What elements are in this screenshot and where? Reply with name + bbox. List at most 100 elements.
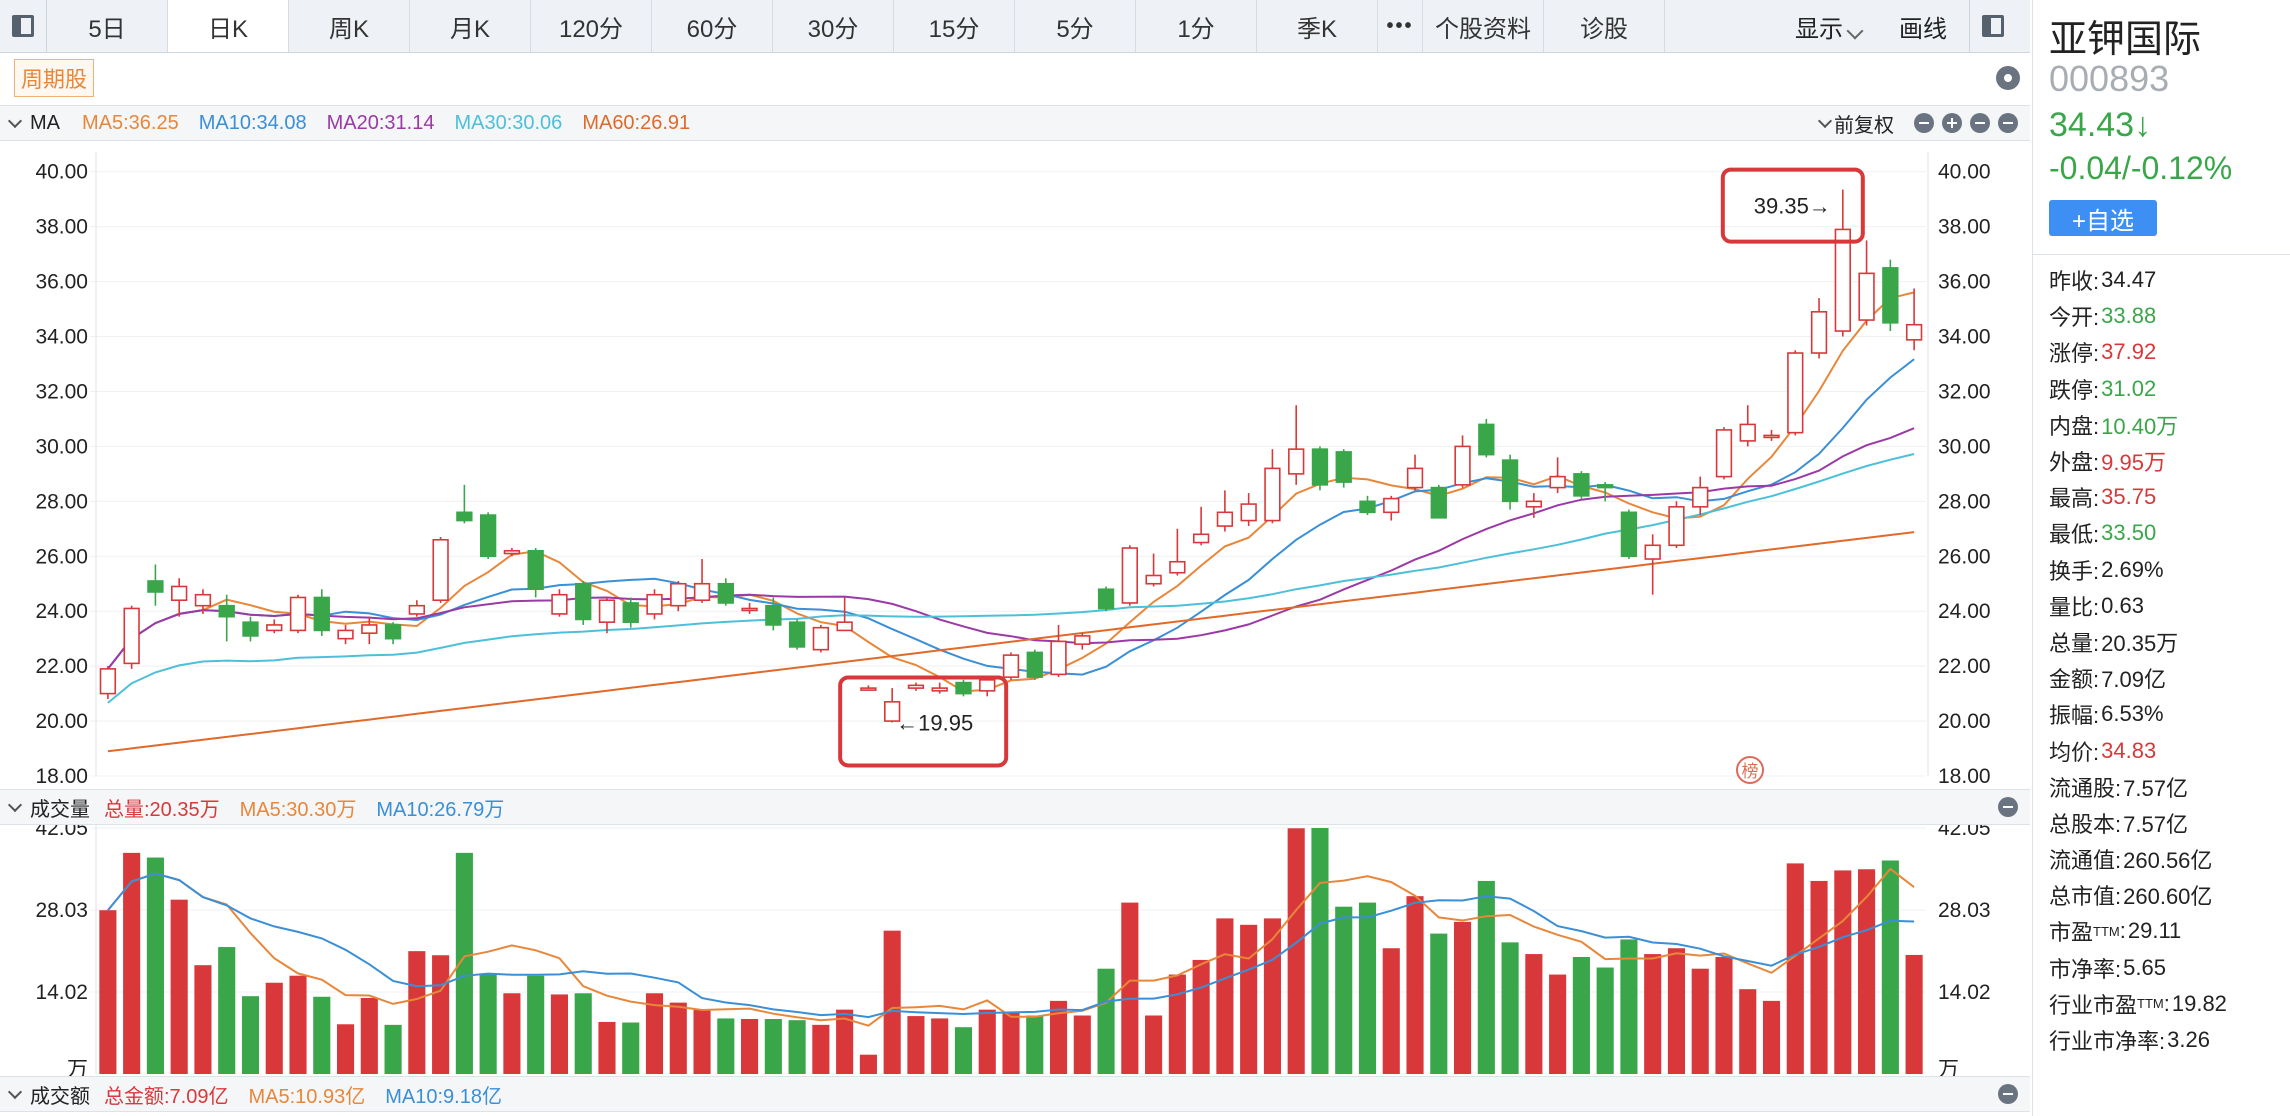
- volume-bar: [1430, 933, 1448, 1074]
- stat-value: 34.47: [2101, 267, 2157, 293]
- tab-15min[interactable]: 15分: [894, 0, 1015, 52]
- tab-quarterly-k[interactable]: 季K: [1257, 0, 1378, 52]
- right-panel-toggle-button[interactable]: [1969, 0, 2016, 52]
- volume-bar: [1454, 921, 1472, 1074]
- candle-body: [1573, 473, 1590, 497]
- price-tick-left: 32.00: [35, 380, 88, 403]
- gear-icon[interactable]: [1998, 113, 2018, 133]
- volume-bar: [1644, 954, 1662, 1074]
- stat-value: 260.60亿: [2123, 884, 2213, 910]
- volume-bar: [1667, 948, 1686, 1074]
- volume-bar: [170, 899, 188, 1074]
- stat-row: 总股本: 7.57亿: [2049, 805, 2285, 841]
- tab-5min[interactable]: 5分: [1015, 0, 1136, 52]
- volume-bar: [1145, 1015, 1163, 1074]
- volume-ma5-legend: MA5:30.30万: [239, 798, 357, 821]
- volume-ma5-line: [107, 867, 1915, 1027]
- candle-body: [788, 621, 806, 648]
- volume-bar: [978, 1009, 996, 1074]
- volume-bar: [741, 1019, 759, 1074]
- diagnose-tab[interactable]: 诊股: [1544, 0, 1665, 52]
- tab-daily-k[interactable]: 日K: [168, 0, 289, 52]
- stat-value: 7.57亿: [2123, 775, 2188, 801]
- candle-body: [693, 582, 711, 602]
- candle-body: [384, 624, 402, 640]
- volume-bar: [1762, 1000, 1781, 1074]
- candle-body: [1050, 640, 1067, 676]
- volume-bar: [384, 1024, 402, 1074]
- volume-bar: [1620, 939, 1638, 1074]
- candle-body: [1121, 547, 1138, 604]
- candle-body: [741, 607, 758, 612]
- chevron-down-icon[interactable]: [7, 113, 23, 129]
- stat-row: 流通股: 7.57亿: [2049, 769, 2285, 805]
- volume-bar: [669, 1002, 687, 1074]
- volume-unit-left: 万: [67, 1058, 88, 1081]
- volume-tick-left: 28.03: [35, 899, 88, 922]
- stat-label: 总股本:: [2049, 811, 2122, 837]
- price-tick-right: 30.00: [1938, 435, 1991, 458]
- volume-ma10-legend: MA10:26.79万: [376, 798, 505, 821]
- stat-label: 涨停:: [2049, 341, 2100, 367]
- zoom-out-icon[interactable]: [1914, 113, 1934, 133]
- tab-1min[interactable]: 1分: [1136, 0, 1257, 52]
- chevron-down-icon[interactable]: [1817, 113, 1833, 129]
- tab-120min[interactable]: 120分: [531, 0, 652, 52]
- stat-label: 总市值:: [2049, 884, 2122, 910]
- tab-30min[interactable]: 30分: [773, 0, 894, 52]
- candle-body: [361, 624, 378, 634]
- chevron-down-icon[interactable]: [7, 797, 23, 813]
- more-tabs-button[interactable]: •••: [1378, 0, 1423, 52]
- draw-line-button[interactable]: 画线: [1899, 15, 1947, 43]
- volume-bar: [241, 996, 260, 1074]
- zoom-in-icon[interactable]: [1942, 113, 1962, 133]
- stat-value: 19.82: [2171, 990, 2227, 1016]
- candle-body: [860, 687, 877, 691]
- price-tick-left: 26.00: [35, 545, 88, 568]
- minus-icon[interactable]: [1970, 113, 1990, 133]
- price-tick-left: 28.00: [35, 490, 88, 513]
- candle-body: [1192, 533, 1210, 544]
- stat-row: 外盘: 9.95万: [2049, 443, 2285, 479]
- candle-body: [575, 582, 592, 621]
- chevron-down-icon[interactable]: [7, 1084, 23, 1100]
- price-tick-right: 36.00: [1938, 271, 1991, 294]
- volume-bar: [194, 965, 212, 1074]
- stat-value: 33.50: [2101, 520, 2157, 546]
- volume-bar: [954, 1027, 973, 1074]
- kline-chart[interactable]: 40.00 40.00 38.00 38.00 36.00 36.00 34.00 34.00…: [0, 140, 2030, 1100]
- high-price-label: 39.35→: [1754, 194, 1831, 219]
- ma10-line: [107, 358, 1915, 676]
- ma20-line: [107, 427, 1915, 670]
- amount-total-legend: 总金额:7.09亿: [104, 1085, 229, 1108]
- stat-value: 33.88: [2101, 303, 2157, 329]
- volume-bar: [1905, 954, 1923, 1074]
- price-tick-left: 34.00: [35, 326, 88, 349]
- tab-5day[interactable]: 5日: [47, 0, 168, 52]
- gear-icon[interactable]: [1998, 797, 2018, 817]
- volume-bar: [598, 1021, 616, 1074]
- candle-body: [1383, 497, 1400, 514]
- volume-bar: [1311, 828, 1329, 1074]
- stat-label: 振幅:: [2049, 703, 2100, 729]
- volume-bar: [408, 951, 426, 1074]
- tab-weekly-k[interactable]: 周K: [289, 0, 410, 52]
- cycle-stock-tag[interactable]: 周期股: [14, 59, 95, 97]
- gear-icon[interactable]: [1996, 66, 2020, 90]
- stock-profile-tab[interactable]: 个股资料: [1423, 0, 1544, 52]
- chevron-down-icon: [1846, 22, 1864, 39]
- candle-body: [979, 679, 996, 692]
- quote-stats: 昨收: 34.47 今开: 33.88 涨停: 37.92 跌停: 31.02 内盘: 10.40…: [2049, 262, 2285, 1058]
- price-tick-left: 38.00: [35, 216, 88, 239]
- adjust-mode-select[interactable]: 前复权: [1834, 114, 1894, 137]
- price-tick-right: 26.00: [1938, 545, 1991, 568]
- price-change: -0.04/-0.12%: [2049, 150, 2233, 186]
- stat-row: 行业市盈 TTM:19.82: [2049, 986, 2285, 1022]
- low-annotation-box: [838, 675, 1009, 768]
- sidebar-toggle-button[interactable]: [0, 0, 47, 52]
- tab-60min[interactable]: 60分: [652, 0, 773, 52]
- gear-icon[interactable]: [1998, 1084, 2018, 1104]
- display-menu-button[interactable]: 显示: [1795, 9, 1864, 44]
- tab-monthly-k[interactable]: 月K: [410, 0, 531, 52]
- add-watchlist-button[interactable]: +自选: [2049, 200, 2157, 236]
